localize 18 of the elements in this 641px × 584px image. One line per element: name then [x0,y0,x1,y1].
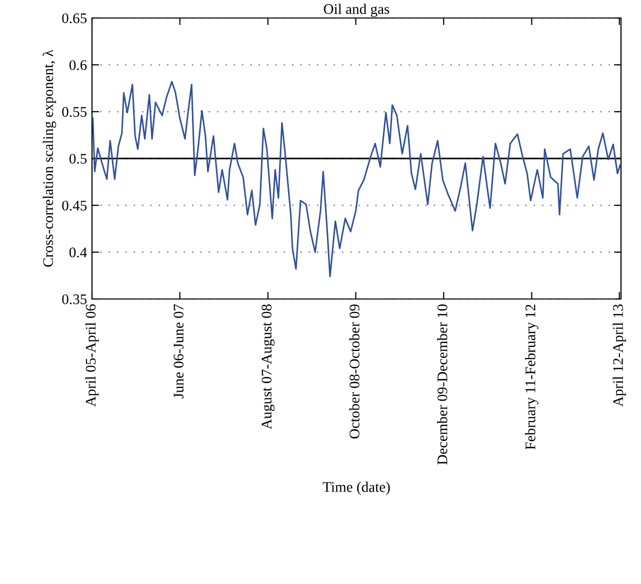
y-tick-label: 0.35 [62,294,87,304]
y-tick-label: 0.65 [62,13,87,24]
x-tick-label: February 11-February 12 [525,304,538,450]
x-axis-title: Time (date) [322,482,390,495]
y-tick-label: 0.6 [69,60,87,70]
y-tick-label: 0.55 [62,107,87,117]
line-series [92,80,621,278]
x-tick-label: June 06-June 07 [174,304,184,398]
chart-title: Oil and gas [324,4,390,17]
y-axis-title: Cross-correlation scaling exponent, λ [42,50,56,267]
x-tick-label: December 09-December 10 [437,304,448,465]
x-tick-label: April 12-April 13 [612,304,626,407]
x-tick-label: August 07-August 08 [262,304,275,430]
x-tick-label: April 05-April 06 [85,304,99,407]
y-tick-label: 0.4 [69,248,87,258]
y-tick-label: 0.5 [69,154,87,164]
y-tick-label: 0.45 [62,200,87,211]
x-tick-label: October 08-October 09 [349,304,360,439]
